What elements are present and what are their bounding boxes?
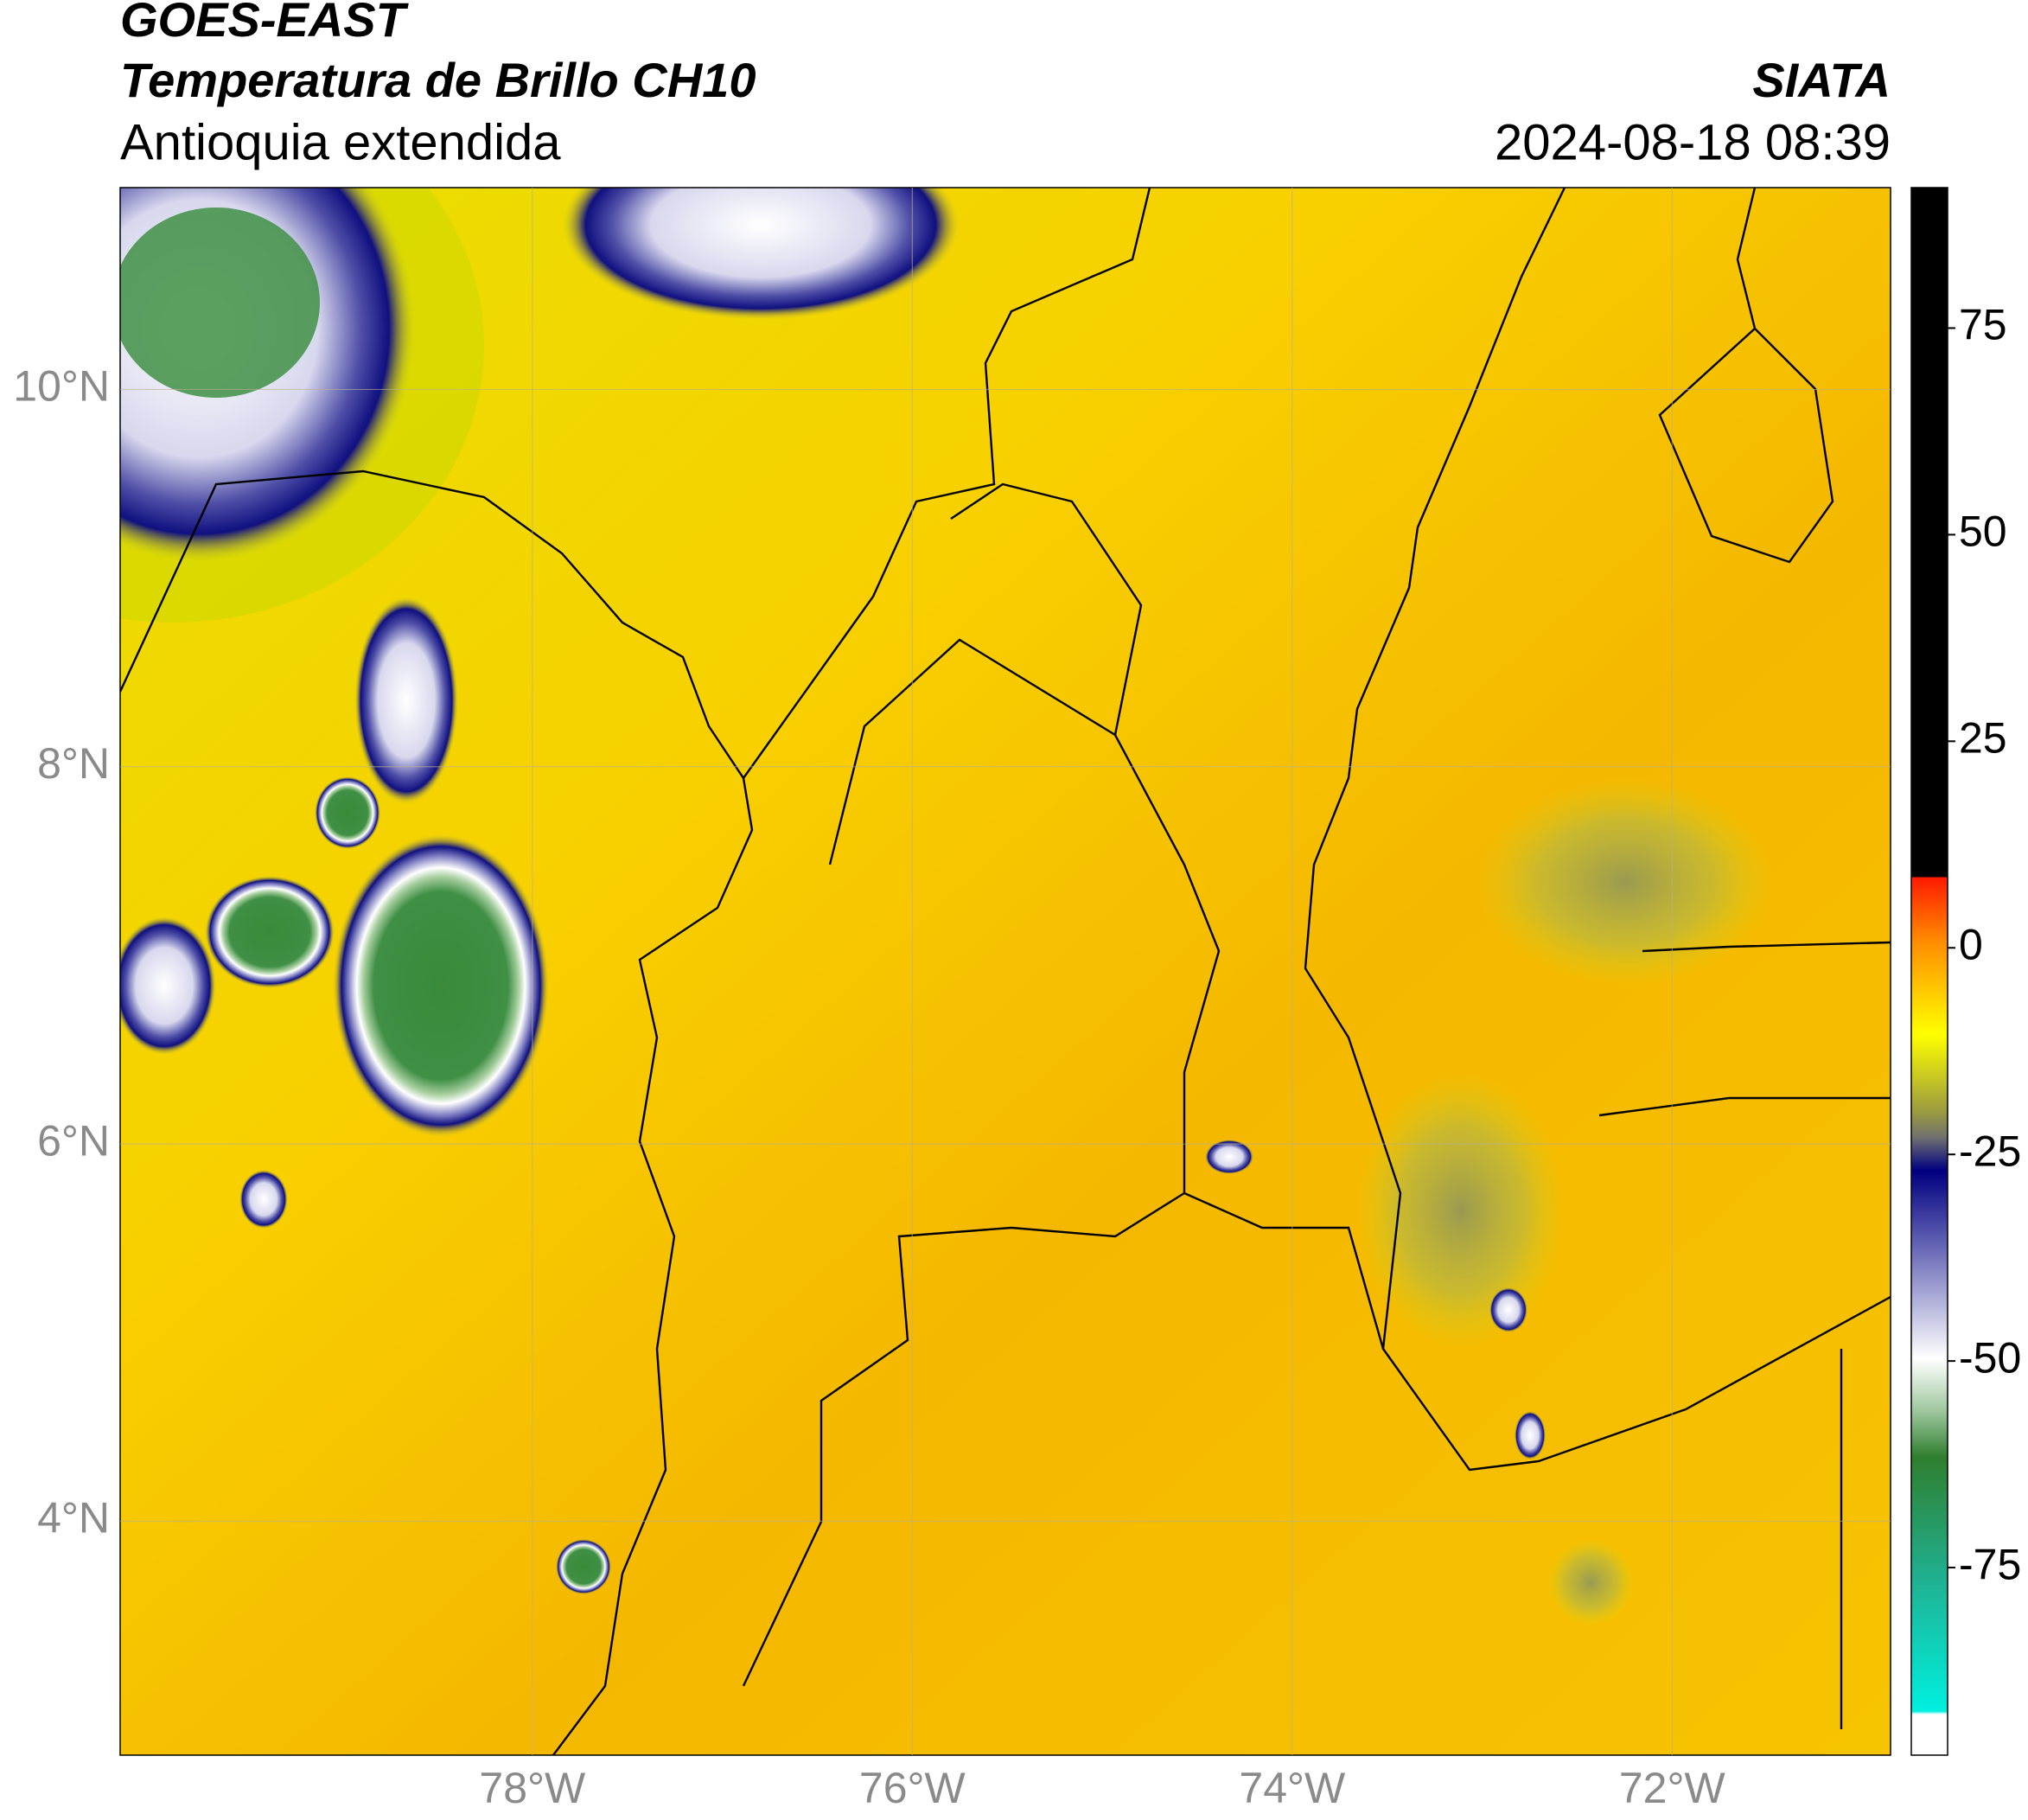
border xyxy=(1304,188,1891,1472)
border xyxy=(1183,1191,1385,1350)
cloud-cell xyxy=(556,1539,611,1594)
colorbar-tick-label: -25 xyxy=(1959,1127,2021,1175)
cloud-cell xyxy=(354,597,458,804)
border xyxy=(1598,1096,1891,1117)
cloud-cell xyxy=(333,834,549,1137)
coastline xyxy=(1658,188,1834,564)
lat-tick-label: 4°N xyxy=(37,1494,110,1542)
cloud-core xyxy=(120,208,320,398)
map-frame xyxy=(119,187,1891,1756)
cloud-warm xyxy=(1547,1539,1634,1625)
datetime: 2024-08-18 08:39 xyxy=(1495,114,1891,170)
border xyxy=(1642,941,1891,953)
cloud-warm xyxy=(1357,1072,1565,1349)
map-image xyxy=(120,188,1891,1755)
colorbar-tick-label: 25 xyxy=(1959,714,2007,763)
lat-tick-label: 6°N xyxy=(37,1116,110,1165)
subtitle: Temperatura de Brillo CH10 xyxy=(120,53,756,107)
cloud-cell xyxy=(205,876,335,988)
colorbar-tick-label: -50 xyxy=(1959,1333,2021,1382)
colorbar-tick-label: 75 xyxy=(1959,301,2007,349)
lon-tick-label: 72°W xyxy=(1619,1764,1726,1812)
lon-tick-label: 78°W xyxy=(479,1764,586,1812)
colorbar xyxy=(1910,187,1948,1756)
coastline xyxy=(743,188,1151,779)
lat-tick-label: 8°N xyxy=(37,739,110,788)
cloud-cell xyxy=(1515,1411,1546,1459)
region: Antioquia extendida xyxy=(120,114,561,170)
colorbar-tick-label: 50 xyxy=(1959,508,2007,556)
title: GOES-EAST xyxy=(120,0,410,47)
lat-tick-label: 10°N xyxy=(13,362,110,411)
colorbar-tick-label: -75 xyxy=(1959,1540,2021,1588)
cloud-cell xyxy=(120,916,216,1055)
border xyxy=(950,482,1143,736)
lon-tick-label: 74°W xyxy=(1239,1764,1346,1812)
coastline xyxy=(120,469,754,1755)
cloud-cell xyxy=(562,188,960,320)
source: SIATA xyxy=(1752,53,1891,107)
lon-tick-label: 76°W xyxy=(859,1764,966,1812)
cloud-warm xyxy=(1478,778,1772,986)
cloud-cell xyxy=(1205,1140,1253,1174)
cloud-cell xyxy=(1489,1287,1527,1332)
cloud-cell xyxy=(239,1170,288,1229)
colorbar-tick-label: 0 xyxy=(1959,920,1983,968)
cloud-cell xyxy=(315,776,380,849)
